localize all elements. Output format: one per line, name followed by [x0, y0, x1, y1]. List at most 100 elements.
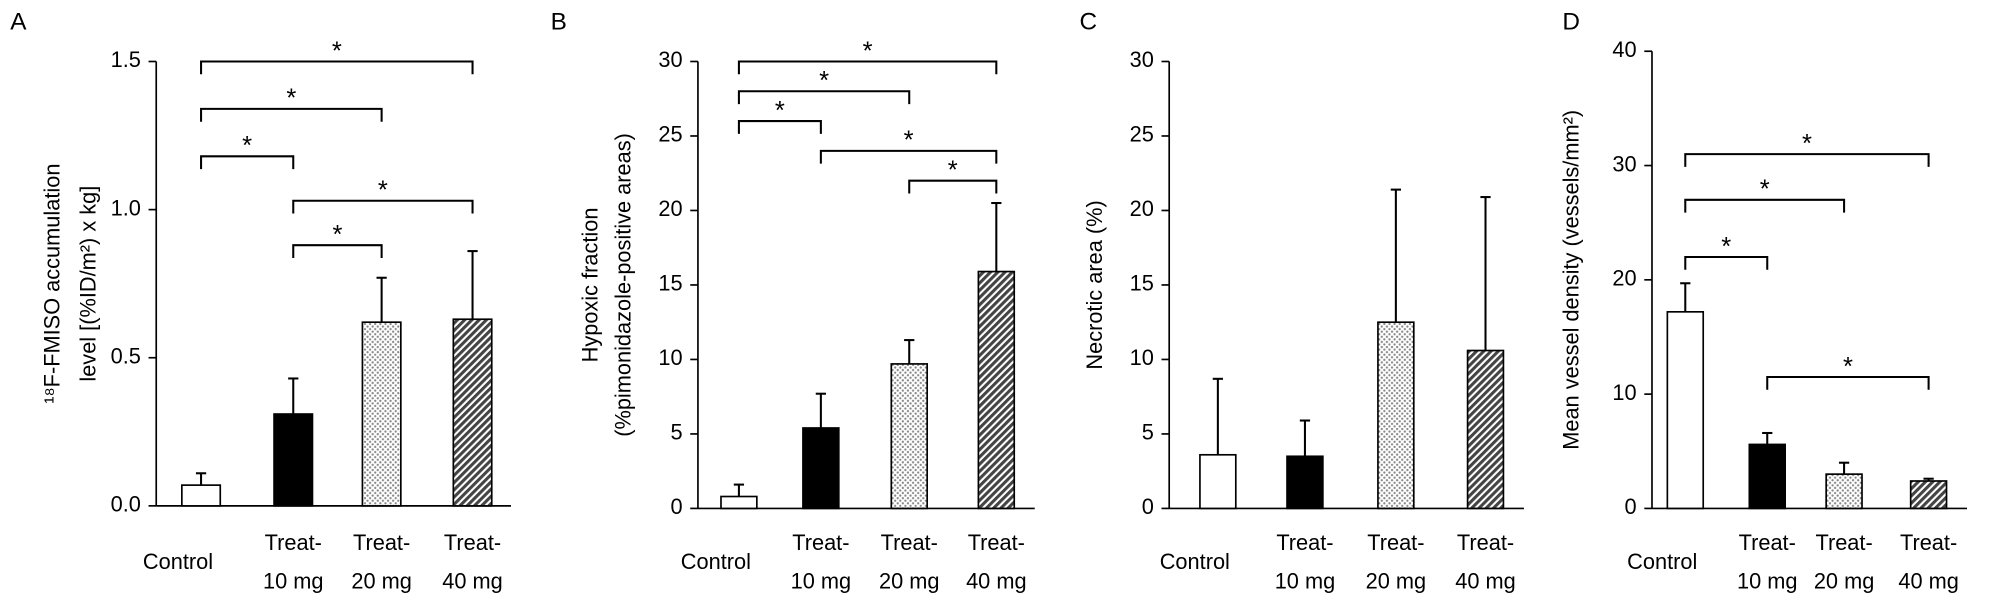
panel-letter: C [1080, 8, 1098, 35]
bar [1909, 480, 1948, 510]
y-tick-label: 0.0 [111, 492, 141, 517]
significance-bracket [200, 60, 474, 75]
y-axis-label: Hypoxic fraction [577, 208, 602, 363]
bar [273, 413, 314, 507]
x-tick-label: Control [143, 549, 213, 574]
x-tick-label: Control [681, 549, 751, 574]
bar [1377, 321, 1415, 510]
significance-bracket [292, 199, 474, 214]
y-axis-label: Mean vessel density (vessels/mm²) [1558, 110, 1583, 450]
bar [1199, 453, 1237, 510]
bar [1666, 311, 1705, 510]
significance-bracket [737, 120, 822, 134]
x-tick-label: Treat- [1815, 530, 1872, 555]
bar [1466, 349, 1505, 510]
significance-bracket [1684, 198, 1846, 213]
x-tick-label: Treat- [1276, 530, 1333, 555]
significance-label: * [242, 132, 252, 160]
x-tick-label: Treat- [265, 530, 322, 555]
panel-letter: D [1562, 8, 1580, 35]
y-tick-label: 1.5 [111, 47, 141, 72]
x-tick-label: 40 mg [966, 568, 1026, 593]
y-tick-label: 40 [1612, 37, 1636, 62]
x-tick-label: 20 mg [351, 568, 412, 593]
bar [1748, 443, 1787, 510]
y-tick-label: 0 [1625, 494, 1637, 519]
x-tick-label: 20 mg [879, 568, 940, 593]
significance-bracket [819, 149, 998, 164]
y-tick-label: 15 [1130, 271, 1154, 296]
bar [452, 318, 493, 507]
significance-label: * [904, 127, 914, 155]
y-tick-label: 25 [1130, 122, 1154, 147]
bar [802, 427, 840, 510]
x-tick-label: 20 mg [1366, 568, 1427, 593]
significance-label: * [378, 177, 388, 205]
x-tick-label: Treat- [1900, 530, 1957, 555]
x-tick-label: Control [1627, 549, 1697, 574]
significance-label: * [819, 67, 829, 95]
x-tick-label: Control [1160, 549, 1230, 574]
y-tick-label: 20 [658, 196, 682, 221]
y-tick-label: 10 [1130, 345, 1154, 370]
significance-bracket [908, 179, 998, 194]
y-tick-label: 30 [658, 47, 682, 72]
x-tick-label: Treat- [444, 530, 501, 555]
x-tick-label: 40 mg [1898, 568, 1959, 593]
significance-bracket [737, 90, 911, 105]
x-tick-label: Treat- [1367, 530, 1424, 555]
y-tick-label: 5 [670, 420, 682, 445]
significance-label: * [1760, 176, 1770, 204]
significance-bracket [200, 155, 295, 170]
y-tick-label: 20 [1130, 196, 1154, 221]
significance-bracket [1766, 375, 1930, 390]
x-tick-label: 20 mg [1814, 568, 1875, 593]
significance-label: * [286, 85, 296, 113]
x-tick-label: 40 mg [1455, 568, 1516, 593]
panel-letter: A [10, 8, 27, 35]
x-tick-label: 10 mg [263, 568, 324, 593]
significance-bracket [1684, 153, 1930, 167]
x-tick-label: 10 mg [791, 568, 852, 593]
significance-label: * [948, 156, 958, 184]
x-tick-label: 10 mg [1737, 568, 1798, 593]
bar [720, 495, 758, 510]
significance-label: * [1721, 233, 1731, 261]
significance-bracket [292, 244, 383, 258]
significance-label: * [863, 37, 873, 65]
significance-label: * [775, 97, 785, 125]
significance-bracket [1684, 255, 1769, 270]
x-tick-label: Treat- [881, 530, 938, 555]
bar [1286, 455, 1324, 510]
bar [977, 270, 1016, 510]
significance-label: * [1843, 353, 1853, 381]
x-tick-label: Treat- [353, 530, 410, 555]
significance-bracket [737, 60, 998, 75]
panel-letter: B [551, 8, 567, 35]
y-tick-label: 25 [658, 122, 682, 147]
y-axis-label: Necrotic area (%) [1082, 200, 1107, 369]
y-tick-label: 10 [658, 345, 682, 370]
y-axis-label: level [(%ID/m²) x kg] [75, 186, 100, 382]
significance-label: * [332, 37, 342, 65]
x-tick-label: Treat- [792, 530, 849, 555]
y-tick-label: 15 [658, 271, 682, 296]
significance-label: * [332, 221, 342, 249]
significance-bracket [200, 107, 383, 122]
y-axis-label: (%pimonidazole-positive areas) [611, 133, 636, 437]
y-tick-label: 0.5 [111, 343, 141, 368]
y-tick-label: 20 [1612, 266, 1636, 291]
x-tick-label: Treat- [1739, 530, 1796, 555]
y-tick-label: 30 [1612, 151, 1636, 176]
bar [181, 484, 222, 507]
y-tick-label: 10 [1612, 380, 1636, 405]
y-tick-label: 1.0 [111, 195, 141, 220]
x-tick-label: 40 mg [442, 568, 503, 593]
y-tick-label: 0 [670, 494, 682, 519]
bar [361, 321, 402, 507]
y-tick-label: 30 [1130, 47, 1154, 72]
y-axis-label: ¹⁸F-FMISO accumulation [40, 164, 65, 404]
y-tick-label: 5 [1142, 420, 1154, 445]
x-tick-label: Treat- [1457, 530, 1514, 555]
